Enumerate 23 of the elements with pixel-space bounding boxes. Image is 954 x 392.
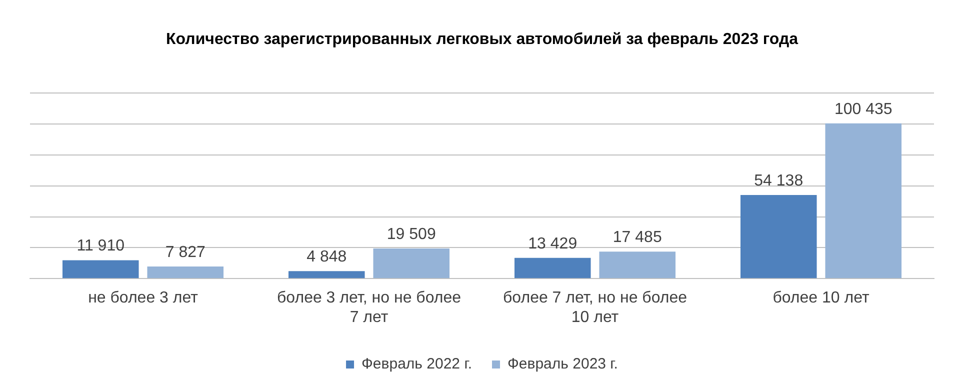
- chart-title: Количество зарегистрированных легковых автомобилей за февраль 2023 года: [166, 31, 798, 48]
- x-tick-label: более 10 лет: [772, 290, 870, 307]
- data-label: 4 848: [306, 248, 347, 266]
- data-label: 100 435: [834, 100, 892, 118]
- data-label: 11 910: [76, 238, 125, 255]
- data-label: 7 827: [165, 244, 206, 261]
- bar: [147, 266, 224, 278]
- x-tick-label: более 3 лет, но не более 7 лет: [277, 290, 462, 326]
- x-tick-label: не более 3 лет: [88, 290, 199, 307]
- bar: [599, 252, 676, 278]
- bar: [740, 194, 817, 278]
- data-label: 54 138: [754, 172, 804, 190]
- data-label: 13 429: [528, 235, 578, 252]
- bar: [62, 260, 139, 278]
- legend-label: Февраль 2022 г.: [362, 356, 472, 373]
- data-label: 19 509: [386, 226, 436, 243]
- bar: [514, 258, 591, 278]
- bar: [373, 248, 450, 278]
- bar: [288, 271, 365, 278]
- legend-label: Февраль 2023 г.: [508, 356, 618, 373]
- bar: [825, 123, 902, 278]
- x-tick-label: более 7 лет, но не более 10 лет: [503, 290, 688, 326]
- data-label: 17 485: [612, 228, 662, 246]
